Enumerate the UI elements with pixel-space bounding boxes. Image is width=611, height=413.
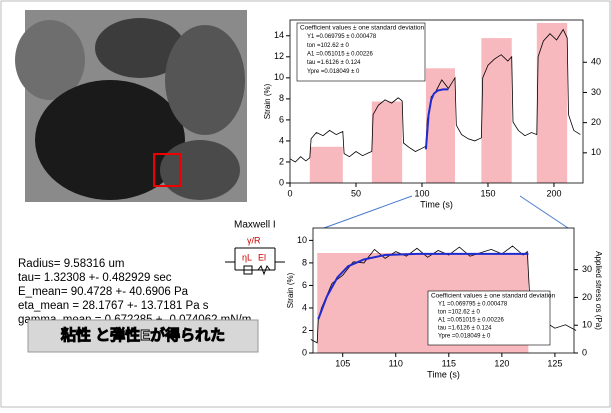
result-line: Radius= 9.58316 um: [18, 258, 124, 270]
y2-axis-label: Applied stress σs (Pa): [594, 251, 603, 330]
y-tick-label: 0: [302, 347, 307, 357]
y-tick-label: 10: [297, 235, 307, 245]
x-tick-label: 100: [414, 188, 429, 198]
result-line: E_mean= 90.4728 +- 40.6906 Pa: [18, 286, 189, 298]
x-tick-label: 105: [335, 358, 350, 368]
image-blob: [165, 25, 245, 135]
x-tick-label: 0: [287, 188, 292, 198]
conclusion-box: [27, 319, 259, 353]
model-label: ηL: [242, 252, 252, 262]
model-title: Maxwell I: [234, 220, 276, 231]
y-tick-label: 2: [302, 325, 307, 335]
x-tick-label: 200: [546, 188, 561, 198]
plot-frame: [289, 19, 584, 184]
y-tick-label: 8: [302, 257, 307, 267]
fit-line: Coefficient values ± one standard deviat…: [431, 293, 556, 300]
x-tick-label: 125: [547, 358, 562, 368]
y2-tick-label: 30: [591, 87, 601, 97]
model-label: γ/R: [247, 235, 261, 245]
y-tick-label: 4: [302, 302, 307, 312]
fit-line: Coefficient values ± one standard deviat…: [300, 25, 425, 32]
image-blob: [160, 140, 240, 200]
y2-tick-label: 10: [591, 147, 601, 157]
x-tick-label: 50: [351, 188, 361, 198]
x-tick-label: 120: [494, 358, 509, 368]
image-blob: [15, 20, 85, 100]
result-line: tau= 1.32308 +- 0.482929 sec: [18, 272, 172, 284]
stress-pulse: [371, 101, 403, 183]
stress-pulse: [481, 38, 512, 183]
image-blob: [35, 80, 185, 200]
y2-tick-label: 20: [582, 292, 592, 302]
stress-pulse: [425, 68, 455, 183]
stress-pulse: [536, 23, 568, 183]
dashpot: [243, 265, 253, 275]
y-tick-label: 8: [279, 93, 284, 103]
image-blob: [95, 18, 185, 78]
fit-line: ton =102.62 ± 0: [438, 310, 480, 316]
fit-line: A1 =0.051015 ± 0.00226: [307, 52, 374, 58]
y-tick-label: 6: [279, 114, 284, 124]
fit-line: A1 =0.051015 ± 0.00226: [438, 318, 505, 324]
plot-frame: [312, 227, 575, 354]
y-tick-label: 4: [279, 135, 284, 145]
spring: [257, 264, 271, 276]
zoom-line: [519, 195, 575, 233]
maxwell-diagram: [225, 247, 285, 276]
fit-line: ton =102.62 ± 0: [307, 43, 349, 49]
y-axis-label: Strain (%): [286, 272, 295, 308]
y-axis-label: Strain (%): [263, 83, 272, 119]
y2-tick-label: 40: [591, 57, 601, 67]
y2-tick-label: 0: [582, 347, 587, 357]
x-axis-label: Time (s): [427, 369, 460, 379]
fit-line: Y1 =0.069795 ± 0.000478: [438, 302, 508, 308]
y-tick-label: 10: [274, 72, 284, 82]
y2-tick-label: 20: [591, 117, 601, 127]
y2-tick-label: 10: [582, 320, 592, 330]
fit-line: [424, 88, 449, 150]
y-tick-label: 0: [279, 177, 284, 187]
stress-pulse: [309, 146, 343, 183]
fit-line: [317, 252, 529, 320]
fit-line: Ypre =0.018049 ± 0: [438, 334, 491, 340]
x-axis-label: Time (s): [420, 199, 453, 209]
y-tick-label: 6: [302, 280, 307, 290]
result-line: eta_mean = 28.1767 +- 13.7181 Pa s: [18, 300, 209, 312]
fit-line: Y1 =0.069795 ± 0.000478: [307, 34, 377, 40]
fit-line: tau =1.6126 ± 0.124: [307, 60, 361, 66]
y2-tick-label: 30: [582, 264, 592, 274]
y-tick-label: 2: [279, 156, 284, 166]
fit-line: tau =1.6126 ± 0.124: [438, 326, 492, 332]
zoom-line: [312, 195, 413, 233]
roi-box: [153, 153, 181, 187]
y-tick-label: 14: [274, 30, 284, 40]
fit-line: Ypre =0.018049 ± 0: [307, 69, 360, 75]
x-tick-label: 150: [480, 188, 495, 198]
x-tick-label: 110: [389, 358, 403, 368]
fit-box: [427, 290, 551, 346]
strain-line: [289, 28, 581, 163]
model-label: El: [258, 252, 266, 262]
fit-box: [296, 22, 426, 82]
y-tick-label: 12: [274, 51, 284, 61]
conclusion-text: 粘性 と弾性Eが得られた: [61, 326, 225, 344]
x-tick-label: 115: [442, 358, 456, 368]
microscope-image: [15, 10, 247, 202]
